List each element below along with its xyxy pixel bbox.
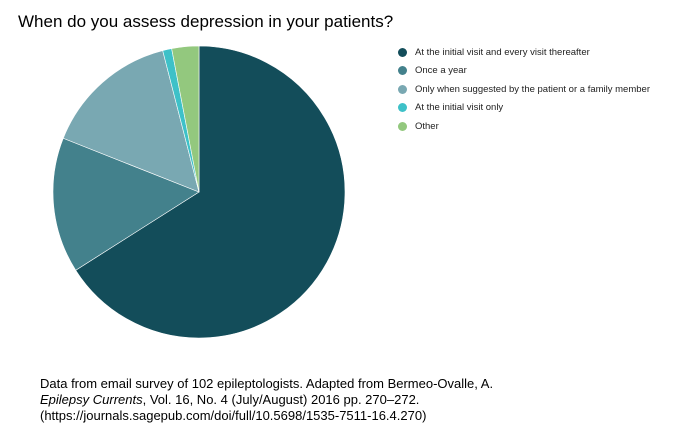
pie-slice-5 bbox=[171, 45, 200, 193]
legend-label: At the initial visit and every visit the… bbox=[415, 46, 590, 58]
legend-label: Once a year bbox=[415, 65, 467, 77]
legend-label: At the initial visit only bbox=[415, 102, 504, 114]
pie-slice-2 bbox=[52, 137, 200, 271]
legend-item: Other bbox=[398, 117, 650, 136]
legend-swatch bbox=[398, 66, 407, 76]
legend-swatch bbox=[398, 84, 407, 94]
chart-title: When do you assess depression in your pa… bbox=[18, 12, 394, 31]
legend-swatch bbox=[398, 47, 407, 57]
legend-swatch bbox=[398, 121, 407, 131]
legend: At the initial visit and every visit the… bbox=[398, 43, 650, 136]
source-volume: , Vol. 16, No. 4 (July/August) 2016 pp. … bbox=[142, 392, 420, 407]
legend-label: Only when suggested by the patient or a … bbox=[415, 83, 650, 95]
legend-item: Only when suggested by the patient or a … bbox=[398, 80, 650, 99]
source-line-3: (https://journals.sagepub.com/doi/full/1… bbox=[40, 408, 427, 423]
source-citation: Data from email survey of 102 epileptolo… bbox=[40, 376, 493, 424]
legend-swatch bbox=[398, 103, 407, 113]
legend-item: At the initial visit and every visit the… bbox=[398, 43, 650, 62]
pie-slices bbox=[52, 45, 346, 339]
source-journal: Epilepsy Currents bbox=[40, 392, 143, 407]
pie-slice-3 bbox=[62, 50, 200, 193]
legend-label: Other bbox=[415, 120, 439, 132]
legend-item: At the initial visit only bbox=[398, 99, 650, 118]
legend-item: Once a year bbox=[398, 62, 650, 81]
source-line-2: Epilepsy Currents, Vol. 16, No. 4 (July/… bbox=[40, 392, 493, 408]
source-line-1: Data from email survey of 102 epileptolo… bbox=[40, 376, 494, 391]
pie-slice-1 bbox=[75, 45, 346, 339]
